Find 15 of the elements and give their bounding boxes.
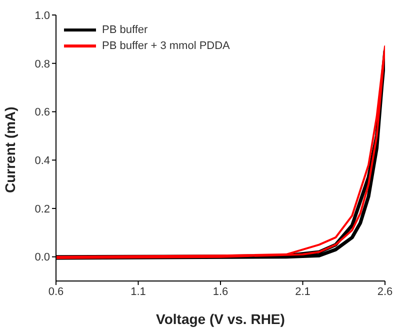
y-tick-label: 0.2 bbox=[34, 203, 50, 216]
x-tick-label: 2.6 bbox=[377, 286, 393, 298]
x-axis-title: Voltage (V vs. RHE) bbox=[156, 311, 285, 327]
y-tick-label: 0.4 bbox=[34, 154, 50, 167]
x-tick-label: 1.1 bbox=[130, 286, 146, 298]
x-tick-label: 0.6 bbox=[48, 286, 64, 298]
y-tick-label: 0.8 bbox=[34, 58, 50, 70]
legend-label: PB buffer bbox=[102, 24, 148, 36]
x-tick-label: 1.6 bbox=[212, 286, 228, 298]
legend-label: PB buffer + 3 mmol PDDA bbox=[102, 40, 230, 52]
x-tick-label: 2.1 bbox=[295, 286, 310, 298]
y-tick-label: 0.6 bbox=[34, 106, 50, 119]
y-tick-label: 1.0 bbox=[34, 10, 50, 22]
y-axis-title: Current (mA) bbox=[2, 106, 18, 193]
y-tick-label: 0.0 bbox=[34, 252, 50, 264]
